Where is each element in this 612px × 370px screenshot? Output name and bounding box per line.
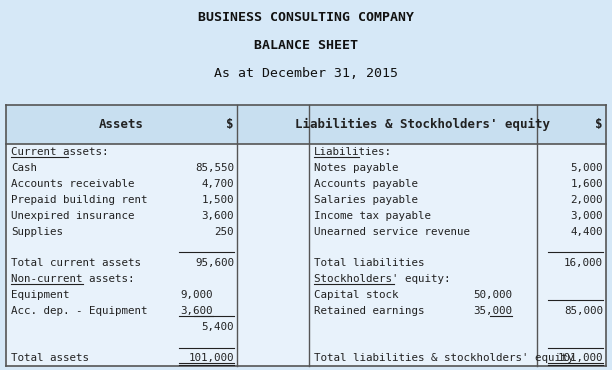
Text: 85,550: 85,550 bbox=[195, 163, 234, 173]
Text: 3,600: 3,600 bbox=[201, 211, 234, 221]
Text: Unexpired insurance: Unexpired insurance bbox=[11, 211, 135, 221]
Text: Retained earnings: Retained earnings bbox=[314, 306, 424, 316]
Text: Cash: Cash bbox=[11, 163, 37, 173]
Text: Equipment: Equipment bbox=[11, 290, 70, 300]
Bar bbox=[6, 105, 606, 144]
Text: 9,000: 9,000 bbox=[180, 290, 212, 300]
Text: 3,600: 3,600 bbox=[180, 306, 212, 316]
Text: 50,000: 50,000 bbox=[474, 290, 512, 300]
Text: 1,500: 1,500 bbox=[201, 195, 234, 205]
Text: Salaries payable: Salaries payable bbox=[314, 195, 418, 205]
Text: 250: 250 bbox=[214, 226, 234, 236]
Text: Total assets: Total assets bbox=[11, 353, 89, 363]
Text: Non-current assets:: Non-current assets: bbox=[11, 274, 135, 284]
Text: BALANCE SHEET: BALANCE SHEET bbox=[254, 39, 358, 52]
Text: 1,600: 1,600 bbox=[570, 179, 603, 189]
Text: Liabilities:: Liabilities: bbox=[314, 147, 392, 157]
Text: Current assets:: Current assets: bbox=[11, 147, 108, 157]
Text: 5,400: 5,400 bbox=[201, 322, 234, 332]
Text: 95,600: 95,600 bbox=[195, 258, 234, 268]
Text: 101,000: 101,000 bbox=[188, 353, 234, 363]
Text: Acc. dep. - Equipment: Acc. dep. - Equipment bbox=[11, 306, 147, 316]
Text: As at December 31, 2015: As at December 31, 2015 bbox=[214, 67, 398, 80]
Text: 85,000: 85,000 bbox=[564, 306, 603, 316]
Text: 3,000: 3,000 bbox=[570, 211, 603, 221]
Text: 101,000: 101,000 bbox=[558, 353, 603, 363]
Text: Liabilities & Stockholders' equity: Liabilities & Stockholders' equity bbox=[296, 118, 550, 131]
Text: 2,000: 2,000 bbox=[570, 195, 603, 205]
Text: $: $ bbox=[595, 118, 603, 131]
Text: 4,700: 4,700 bbox=[201, 179, 234, 189]
Text: 5,000: 5,000 bbox=[570, 163, 603, 173]
Text: Unearned service revenue: Unearned service revenue bbox=[314, 226, 470, 236]
Bar bbox=[6, 105, 606, 366]
Text: Capital stock: Capital stock bbox=[314, 290, 398, 300]
Text: Total liabilities & stockholders' equity: Total liabilities & stockholders' equity bbox=[314, 353, 574, 363]
Text: 16,000: 16,000 bbox=[564, 258, 603, 268]
Text: Accounts receivable: Accounts receivable bbox=[11, 179, 135, 189]
Text: 4,400: 4,400 bbox=[570, 226, 603, 236]
Text: Prepaid building rent: Prepaid building rent bbox=[11, 195, 147, 205]
Text: Income tax payable: Income tax payable bbox=[314, 211, 431, 221]
Text: 35,000: 35,000 bbox=[474, 306, 512, 316]
Text: $: $ bbox=[226, 118, 234, 131]
Text: Notes payable: Notes payable bbox=[314, 163, 398, 173]
Text: Assets: Assets bbox=[99, 118, 144, 131]
Text: Total liabilities: Total liabilities bbox=[314, 258, 424, 268]
Text: BUSINESS CONSULTING COMPANY: BUSINESS CONSULTING COMPANY bbox=[198, 11, 414, 24]
Text: Total current assets: Total current assets bbox=[11, 258, 141, 268]
Text: Supplies: Supplies bbox=[11, 226, 63, 236]
Text: Stockholders' equity:: Stockholders' equity: bbox=[314, 274, 450, 284]
Text: Accounts payable: Accounts payable bbox=[314, 179, 418, 189]
